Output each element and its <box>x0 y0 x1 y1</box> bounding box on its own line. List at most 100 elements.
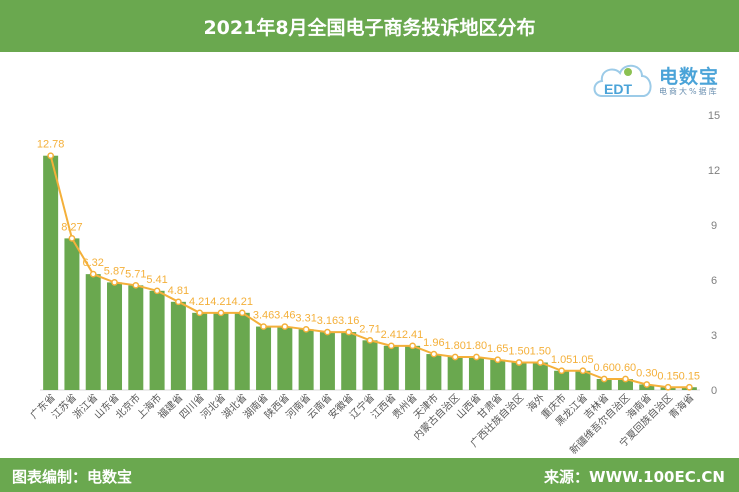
line-marker <box>47 152 54 160</box>
data-label: 0.60 <box>593 362 614 374</box>
y-tick-label: 9 <box>711 220 717 232</box>
bar <box>298 329 314 390</box>
bar <box>596 379 612 390</box>
footer-credit: 图表编制：电数宝 <box>12 468 133 486</box>
bar <box>170 301 186 390</box>
line-marker <box>217 309 225 317</box>
cloud-logo-icon: EDT <box>593 64 652 97</box>
y-tick-label: 15 <box>708 110 720 122</box>
line-marker <box>430 350 438 358</box>
line-marker <box>68 235 76 242</box>
bar <box>617 379 633 390</box>
line-marker <box>153 287 161 295</box>
line-marker <box>132 281 140 289</box>
footer-source: 来源：WWW.100EC.CN <box>544 468 725 486</box>
y-tick-label: 3 <box>711 330 717 342</box>
bar <box>277 326 293 390</box>
line-marker <box>238 309 246 317</box>
bar <box>383 345 399 390</box>
line-marker <box>579 367 587 375</box>
data-label: 1.50 <box>530 346 551 358</box>
logo-brand-name: 电数宝 <box>659 66 720 88</box>
data-label: 0.15 <box>679 370 700 382</box>
bar <box>256 326 272 390</box>
line-marker <box>558 367 565 375</box>
data-label: 2.71 <box>359 323 380 335</box>
data-label: 12.78 <box>37 139 65 151</box>
data-label: 0.30 <box>636 368 657 380</box>
line-marker <box>536 359 544 366</box>
bar <box>213 312 229 390</box>
data-label: 1.05 <box>551 354 572 366</box>
bar <box>426 354 442 390</box>
bar <box>192 312 208 390</box>
data-label: 0.60 <box>615 362 636 374</box>
data-label: 3.31 <box>295 312 316 324</box>
line-marker <box>686 383 693 391</box>
data-label: 6.32 <box>83 257 104 269</box>
data-label: 5.71 <box>125 268 146 280</box>
line-marker <box>89 270 97 278</box>
data-label: 1.80 <box>466 340 487 352</box>
data-label: 2.41 <box>381 329 402 341</box>
data-label: 5.87 <box>104 265 125 277</box>
bar <box>128 285 144 390</box>
line-marker <box>600 375 608 383</box>
data-label: 1.96 <box>423 337 444 349</box>
bar <box>107 282 123 390</box>
data-label: 4.21 <box>210 296 231 308</box>
brand-logo: EDT 电数宝 电商大%据库 <box>590 56 735 102</box>
bar <box>490 359 506 390</box>
logo-tagline: 电商大%据库 <box>659 87 719 96</box>
line-marker <box>409 342 416 350</box>
bar <box>43 155 59 390</box>
line-marker <box>302 325 310 333</box>
data-label: 1.65 <box>487 343 508 355</box>
data-label: 3.16 <box>338 315 359 327</box>
line-marker <box>260 323 267 330</box>
line-marker <box>387 342 395 350</box>
data-label: 1.50 <box>508 346 529 358</box>
bar <box>468 357 484 390</box>
bar <box>447 357 463 390</box>
line-marker <box>622 375 629 383</box>
data-label: 4.81 <box>168 285 189 297</box>
bar <box>532 362 548 390</box>
data-label: 1.05 <box>572 354 593 366</box>
x-tick-label: 青海省 <box>666 391 696 421</box>
line-marker <box>451 353 459 361</box>
chart-header: 2021年8月全国电子商务投诉地区分布 <box>0 0 739 52</box>
bar <box>405 345 421 390</box>
line-marker <box>111 279 118 286</box>
bar <box>149 290 165 390</box>
bar <box>234 312 250 390</box>
line-marker <box>324 328 331 336</box>
bar <box>341 332 357 390</box>
data-label: 2.41 <box>402 329 423 341</box>
bar <box>64 238 80 390</box>
data-label: 4.21 <box>232 296 253 308</box>
bar <box>85 274 101 390</box>
chart-footer: 图表编制：电数宝 来源：WWW.100EC.CN <box>0 458 739 492</box>
bar <box>319 332 335 390</box>
line-marker <box>643 381 651 388</box>
y-tick-label: 0 <box>711 385 717 397</box>
chart-title: 2021年8月全国电子商务投诉地区分布 <box>203 16 536 39</box>
line-marker <box>515 359 523 366</box>
line-marker <box>345 328 353 336</box>
y-tick-label: 12 <box>708 165 720 177</box>
line-marker <box>494 356 502 364</box>
bar <box>554 370 570 390</box>
line-marker <box>281 323 289 330</box>
data-label: 3.16 <box>317 315 338 327</box>
line-marker <box>175 298 182 306</box>
line-marker <box>664 383 672 391</box>
data-label: 3.46 <box>253 310 274 322</box>
line-marker <box>473 353 480 361</box>
data-label: 3.46 <box>274 310 295 322</box>
line-marker <box>196 309 204 317</box>
bar <box>362 340 378 390</box>
data-label: 0.15 <box>657 370 678 382</box>
bar-line-chart: 12.788.276.325.87 5.71 5.414.814.21 4.21 4.2… <box>27 110 720 457</box>
data-label: 5.41 <box>146 274 167 286</box>
